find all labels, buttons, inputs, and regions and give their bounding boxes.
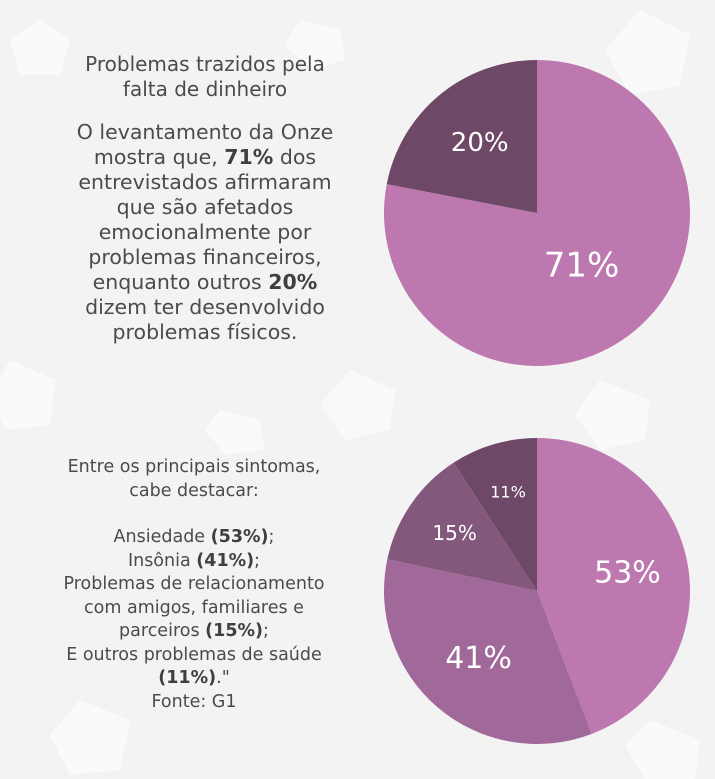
- list-item: Problemas de relacionamento com amigos, …: [63, 574, 325, 641]
- pie1-slice-1: [386, 60, 537, 213]
- text-block-financial-problems: Problemas trazidos pela falta de dinheir…: [30, 52, 380, 345]
- pie2-slice-3: [453, 438, 537, 591]
- pie-chart-symptoms: 53% 41% 15% 11%: [383, 438, 691, 745]
- pie2-slice-1: [383, 559, 592, 745]
- pie-chart-financial-problems: 71% 20%: [383, 60, 690, 367]
- pie2-label-0: 53%: [594, 556, 661, 591]
- pie2-label-1: 41%: [445, 641, 512, 676]
- list-item: Ansiedade (53%);: [113, 527, 275, 547]
- pie2-slice-0: [537, 438, 691, 734]
- highlight-71: 71%: [224, 145, 274, 169]
- pie2-slice-2: [387, 462, 537, 591]
- list-item: E outros problemas de saúde (11%).": [66, 644, 322, 689]
- section-title: Problemas trazidos pela falta de dinheir…: [85, 52, 325, 101]
- highlight-20: 20%: [268, 270, 318, 294]
- symptoms-list: Ansiedade (53%); Insônia (41%); Problema…: [14, 526, 374, 714]
- symptoms-intro: Entre os principais sintomas, cabe desta…: [67, 457, 321, 501]
- source-credit: Fonte: G1: [151, 691, 237, 712]
- pie1-label-0: 71%: [544, 245, 620, 285]
- list-item: Insônia (41%);: [127, 550, 261, 571]
- pie2-label-3: 11%: [490, 483, 526, 502]
- section-paragraph: O levantamento da Onze mostra que, 71% d…: [76, 120, 334, 344]
- pie1-label-1: 20%: [451, 128, 509, 158]
- pie1-slice-0: [383, 60, 690, 367]
- pie2-label-2: 15%: [432, 521, 476, 545]
- text-block-symptoms: Entre os principais sintomas, cabe desta…: [14, 456, 374, 714]
